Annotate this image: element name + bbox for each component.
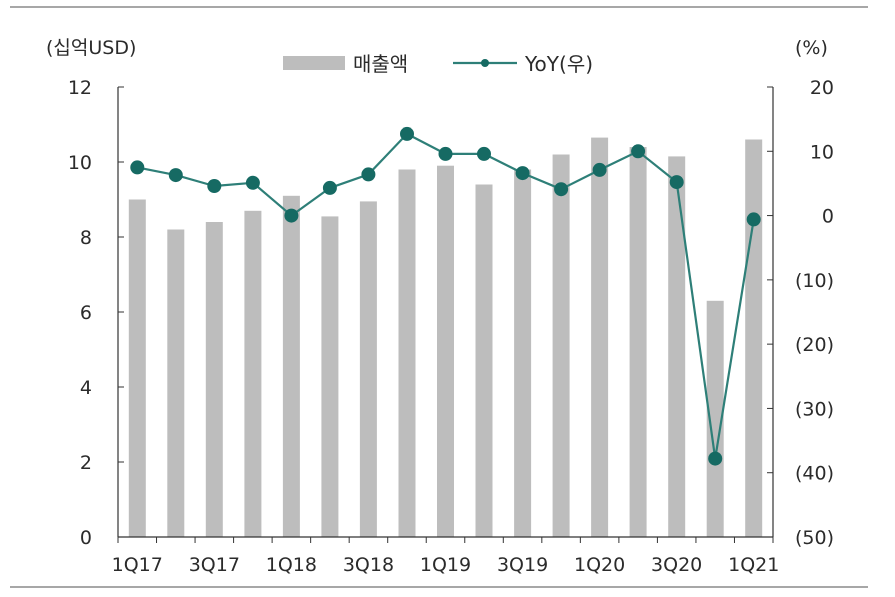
right-tick-label: 0 [822, 206, 834, 228]
yoy-point-3Q17 [207, 179, 222, 193]
legend-line-marker [481, 59, 489, 67]
revenue-bar-1Q18 [282, 195, 300, 538]
right-tick-label: 10 [810, 141, 834, 163]
legend-bar-label: 매출액 [353, 52, 408, 76]
yoy-point-4Q19 [554, 182, 569, 197]
revenue-bar-1Q21 [745, 139, 763, 537]
right-axis-unit: (%) [795, 37, 828, 59]
revenue-bar-1Q20 [591, 137, 609, 537]
yoy-point-4Q18 [400, 126, 414, 141]
chart-labels: 0 2 4 6 8 10 12 (50) (40) (30) (20) (10) 0 10 20 1Q17 3Q… [46, 37, 834, 576]
left-tick-label: 4 [80, 377, 92, 399]
yoy-point-2Q19 [477, 146, 491, 161]
revenue-bar-2Q20 [629, 147, 647, 537]
right-tick-label: (50) [795, 527, 834, 549]
revenue-bar-1Q19 [437, 165, 454, 537]
yoy-point-1Q20 [592, 162, 607, 177]
revenue-bar-3Q19 [514, 169, 532, 537]
chart-legend: 매출액 YoY(우) [283, 52, 593, 76]
revenue-bar-3Q20 [668, 156, 686, 537]
revenue-bar-4Q20 [706, 300, 724, 538]
yoy-line-series [130, 126, 761, 466]
chart-axes [117, 86, 774, 543]
left-tick-label: 6 [80, 302, 92, 324]
left-tick-label: 0 [80, 527, 92, 549]
revenue-bar-4Q18 [398, 169, 416, 537]
left-tick-label: 2 [80, 452, 92, 474]
revenue-bar-3Q18 [359, 201, 377, 537]
yoy-point-3Q19 [515, 166, 530, 181]
x-tick-label: 3Q18 [343, 554, 394, 576]
yoy-point-3Q18 [361, 167, 376, 182]
x-tick-label: 1Q18 [266, 554, 317, 576]
left-axis-unit: (십억USD) [46, 37, 136, 59]
revenue-bar-4Q19 [552, 154, 570, 537]
x-tick-label: 1Q21 [728, 554, 779, 576]
yoy-point-2Q20 [631, 144, 646, 159]
right-tick-label: (30) [795, 398, 834, 420]
revenue-bar-2Q17 [167, 229, 185, 537]
revenue-bar-4Q17 [244, 210, 262, 538]
x-tick-label: 1Q20 [574, 554, 625, 576]
revenue-bar-1Q17 [128, 199, 146, 537]
legend-bar-swatch [283, 56, 345, 70]
yoy-point-1Q18 [284, 208, 299, 223]
yoy-point-4Q17 [245, 175, 260, 190]
revenue-bar-3Q17 [205, 222, 223, 537]
yoy-point-3Q20 [669, 175, 684, 190]
yoy-point-1Q21 [746, 212, 761, 227]
yoy-point-2Q17 [168, 168, 183, 183]
x-tick-label: 1Q17 [112, 554, 163, 576]
right-tick-label: 20 [810, 77, 834, 99]
legend-line-label: YoY(우) [524, 52, 593, 76]
right-tick-label: (40) [795, 463, 834, 485]
yoy-point-1Q17 [130, 160, 145, 175]
revenue-bar-2Q19 [475, 184, 493, 537]
yoy-point-2Q18 [322, 180, 337, 195]
x-tick-label: 3Q17 [189, 554, 240, 576]
revenue-bar-2Q18 [321, 216, 339, 537]
x-tick-label: 3Q20 [651, 554, 702, 576]
x-tick-label: 1Q19 [420, 554, 471, 576]
left-tick-label: 12 [68, 77, 92, 99]
yoy-point-4Q20 [708, 451, 723, 466]
yoy-point-1Q19 [438, 146, 453, 161]
left-tick-label: 10 [68, 152, 92, 174]
right-tick-label: (20) [795, 334, 834, 356]
left-tick-label: 8 [80, 227, 92, 249]
revenue-bars [128, 137, 763, 538]
right-tick-label: (10) [795, 270, 834, 292]
chart-frame [10, 6, 868, 588]
x-tick-label: 3Q19 [497, 554, 548, 576]
